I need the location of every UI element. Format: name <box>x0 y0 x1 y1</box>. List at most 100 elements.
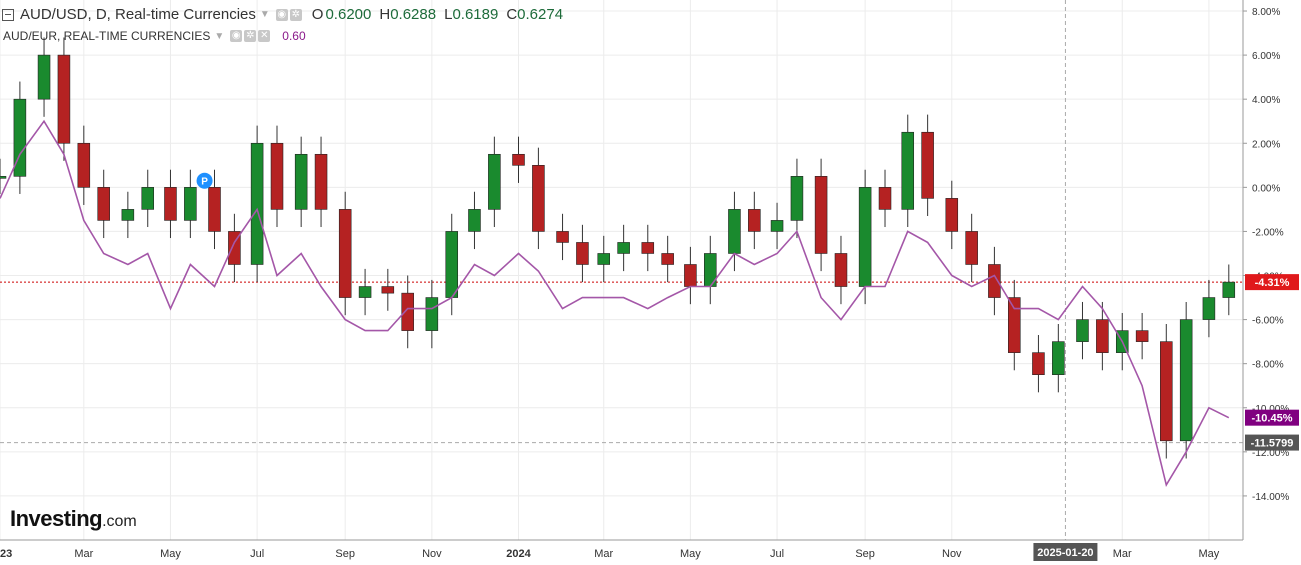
investing-logo: Investing.com <box>10 506 137 531</box>
candle-body <box>1032 352 1045 375</box>
main-series-title[interactable]: AUD/USD, D, Real-time Currencies <box>20 6 256 23</box>
candle-body <box>532 165 545 232</box>
aud-eur-series-line <box>0 119 1230 487</box>
reference-lines <box>0 0 1243 540</box>
chevron-down-icon[interactable]: ▼ <box>259 9 270 20</box>
candle-body <box>294 153 308 210</box>
candle-body <box>834 253 848 287</box>
current-value-badge-bg <box>1245 274 1299 291</box>
x-tick-label: May <box>680 548 701 560</box>
x-tick-label: Nov <box>942 548 962 560</box>
candle-body <box>401 292 414 331</box>
candle-body <box>945 198 959 232</box>
candle-body <box>617 242 630 254</box>
candle-body <box>748 209 761 232</box>
compare-series-title[interactable]: AUD/EUR, REAL-TIME CURRENCIES <box>3 29 211 43</box>
x-tick-label: Jul <box>250 548 264 560</box>
eye-icon[interactable]: ◉ <box>230 30 243 42</box>
candle-body <box>184 187 197 221</box>
candle-body <box>77 142 91 188</box>
close-icon[interactable]: ✕ <box>258 30 271 42</box>
event-marker <box>196 172 213 189</box>
candle-body <box>228 231 241 265</box>
grid <box>0 0 1243 540</box>
crosshair-value-badge-bg <box>1245 434 1299 451</box>
candle-body <box>597 253 611 265</box>
candle-body <box>1202 297 1216 320</box>
candle-body <box>1008 297 1021 353</box>
candle-body <box>661 253 674 265</box>
event-marker-label: P <box>201 177 208 188</box>
candle-body <box>488 153 501 210</box>
compare-value-badge: -10.45% <box>1252 413 1293 425</box>
candle-body <box>468 209 481 232</box>
close-value: 0.6274 <box>517 6 564 23</box>
marker-layer: P <box>196 172 213 189</box>
close-label: C <box>506 6 518 23</box>
candle-body <box>338 209 352 298</box>
candle-body <box>13 98 27 177</box>
candle-body <box>728 209 741 254</box>
candle-body <box>921 131 934 199</box>
x-tick-label: Nov <box>422 548 442 560</box>
candle-body <box>576 242 589 265</box>
chevron-down-icon[interactable]: ▼ <box>214 30 225 42</box>
candle-body <box>901 131 915 210</box>
gear-icon[interactable]: ✲ <box>289 8 302 21</box>
x-tick-label: 2024 <box>506 548 531 560</box>
candle-body <box>97 187 110 221</box>
candle-body <box>164 187 177 221</box>
compare-legend: AUD/EUR, REAL-TIME CURRENCIES ▼ ◉ ✲ ✕ 0.… <box>0 29 306 43</box>
candle-body <box>121 209 135 221</box>
y-tick-label: -14.00% <box>1252 492 1289 503</box>
crosshair-value-badge: -11.5799 <box>1251 438 1294 450</box>
candle-body <box>358 286 372 298</box>
candle-body <box>770 220 784 232</box>
candle-body <box>445 231 459 298</box>
candle-body <box>0 176 7 179</box>
crosshair-date-label: 2025-01-20 <box>1037 547 1093 559</box>
candle-body <box>814 176 828 254</box>
candle-body <box>1222 281 1236 298</box>
y-tick-label: -8.00% <box>1252 360 1284 371</box>
high-label: H <box>379 6 391 23</box>
x-tick-label: May <box>160 548 181 560</box>
candle-body <box>208 187 221 232</box>
compare-value-badge-bg <box>1245 409 1299 426</box>
candle-body <box>314 153 328 210</box>
candle-body <box>1052 341 1065 375</box>
x-tick-label: May <box>1199 548 1220 560</box>
y-tick-label: 8.00% <box>1252 7 1280 18</box>
candle-body <box>684 264 697 287</box>
high-value: 0.6288 <box>390 6 437 23</box>
eye-icon[interactable]: ◉ <box>275 8 288 21</box>
x-tick-label: Mar <box>74 548 93 560</box>
x-tick-label: 2023 <box>0 548 12 560</box>
low-label: L <box>444 6 453 23</box>
open-value: 0.6200 <box>325 6 372 23</box>
y-tick-label: 2.00% <box>1252 139 1280 150</box>
candle-body <box>37 54 51 100</box>
candle-body <box>858 187 872 287</box>
candle-body <box>878 187 892 210</box>
candle-body <box>965 231 978 265</box>
candle-body <box>141 187 155 210</box>
compare-value: 0.60 <box>282 29 306 43</box>
aud-eur-line <box>0 119 1230 487</box>
x-tick-label: Mar <box>594 548 613 560</box>
candle-body <box>250 142 264 265</box>
candle-body <box>1096 319 1109 353</box>
y-tick-label: -6.00% <box>1252 316 1284 327</box>
candle-body <box>790 176 804 221</box>
candle-body <box>1179 319 1193 442</box>
main-legend: AUD/USD, D, Real-time Currencies ▼ ◉ ✲ O… <box>0 6 571 23</box>
x-tick-label: Sep <box>855 548 875 560</box>
x-tick-label: Jul <box>770 548 784 560</box>
gear-icon[interactable]: ✲ <box>244 30 257 42</box>
y-tick-label: -10.00% <box>1252 404 1289 415</box>
candle-body <box>381 286 395 294</box>
candle-body <box>556 231 569 243</box>
collapse-icon[interactable] <box>2 8 14 21</box>
